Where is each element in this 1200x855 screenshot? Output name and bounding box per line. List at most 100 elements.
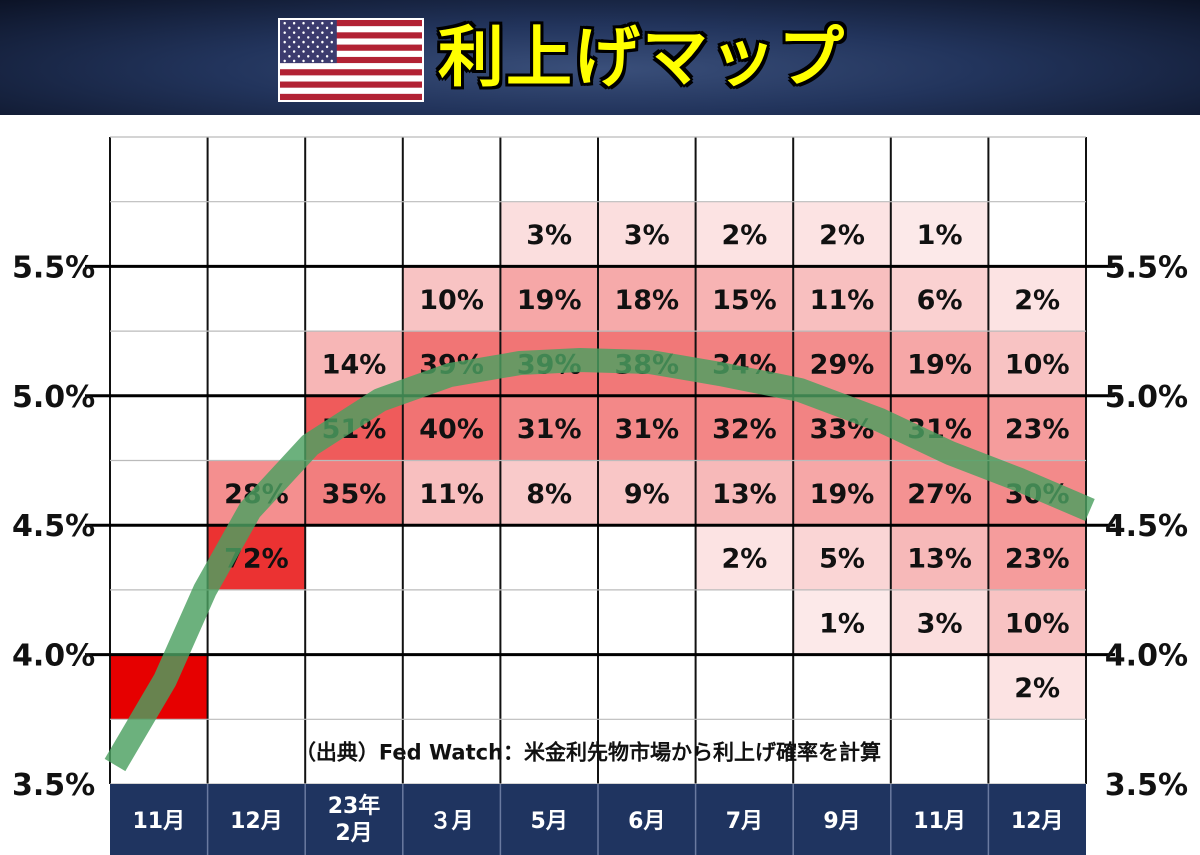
flag-star — [292, 21, 296, 25]
cell-value-label: 9% — [624, 479, 670, 510]
cell-value-label: 1% — [917, 220, 963, 251]
month-label: 12月 — [1011, 809, 1064, 834]
flag-star — [316, 54, 319, 58]
heatmap-cell — [988, 589, 1086, 655]
flag-stripe — [280, 32, 422, 39]
flag-star — [330, 40, 333, 44]
month-label: 23年 — [328, 793, 381, 819]
flag-star — [297, 54, 301, 58]
flag-star — [321, 50, 324, 53]
cell-value-label: 23% — [1005, 414, 1070, 445]
heatmap-cell — [598, 201, 696, 267]
y-axis-label-right: 3.5% — [1105, 768, 1188, 803]
cell-value-label: 27% — [907, 479, 972, 510]
flag-star — [288, 54, 291, 58]
flag-star — [283, 21, 286, 25]
y-axis-label-right: 5.0% — [1105, 380, 1188, 415]
cell-value-label: 31% — [614, 414, 679, 445]
heatmap-cell — [695, 201, 794, 267]
heatmap-cell — [793, 201, 891, 267]
flag-stripe — [280, 69, 422, 76]
cell-value-label: 1% — [819, 608, 865, 639]
y-axis-label-left: 5.5% — [12, 250, 95, 285]
heatmap-cell — [598, 460, 696, 526]
flag-star — [302, 40, 305, 44]
flag-stripe — [280, 93, 422, 100]
flag-star — [297, 26, 301, 30]
flag-star — [316, 36, 319, 39]
heatmap-cell — [598, 395, 696, 461]
cell-value-label: 2% — [721, 220, 767, 251]
y-axis-label-right: 4.0% — [1105, 639, 1188, 674]
y-axis-label-left: 3.5% — [12, 768, 95, 803]
y-axis-label-left: 5.0% — [12, 380, 95, 415]
cell-value-label: 19% — [810, 479, 875, 510]
flag-star — [283, 40, 286, 44]
flag-star — [292, 40, 296, 44]
heatmap-cell — [695, 395, 794, 461]
cell-value-label: 32% — [712, 414, 777, 445]
flag-stripe — [280, 38, 422, 45]
y-axis-label-left: 4.0% — [12, 639, 95, 674]
heatmap-cell — [890, 266, 989, 332]
cell-value-label: 23% — [1005, 544, 1070, 575]
trend-line — [104, 348, 1095, 772]
cell-value-label: 2% — [1014, 673, 1060, 704]
heatmap-cell — [695, 525, 794, 590]
heatmap-cell — [988, 654, 1086, 720]
cell-value-label: 31% — [517, 414, 582, 445]
month-label: 7月 — [726, 809, 763, 834]
flag-stripe — [280, 87, 422, 95]
heatmap-cell — [402, 266, 501, 332]
month-label: 11月 — [913, 809, 966, 834]
heatmap-cell — [890, 589, 989, 655]
cell-value-label: 11% — [810, 285, 875, 316]
flag-star — [283, 31, 286, 34]
heatmap-cell — [890, 525, 989, 590]
flag-star — [302, 21, 305, 25]
cell-value-label: 2% — [1014, 285, 1060, 316]
flag-stripe — [280, 56, 422, 64]
heatmap-cell — [598, 266, 696, 332]
flag-stripe — [280, 26, 422, 33]
flag-star — [325, 45, 329, 49]
flag-stripe — [280, 50, 422, 58]
cell-value-label: 13% — [712, 479, 777, 510]
title-banner: 利上げマップ — [0, 0, 1200, 115]
flag-star — [292, 59, 296, 63]
cell-value-label: 14% — [322, 349, 387, 380]
flag-stripe — [280, 75, 422, 82]
cell-value-label: 18% — [614, 285, 679, 316]
flag-star — [292, 50, 296, 53]
flag-star — [288, 36, 291, 39]
cell-value-label: 2% — [721, 544, 767, 575]
heatmap-cell — [695, 266, 794, 332]
heatmap-cell — [988, 266, 1086, 332]
flag-star — [292, 31, 296, 34]
heatmap-cell — [402, 395, 501, 461]
flag-star — [311, 31, 315, 34]
month-label: 12月 — [230, 809, 283, 834]
heatmap-cell — [402, 460, 501, 526]
heatmap-cell — [793, 266, 891, 332]
cell-value-label: 19% — [517, 285, 582, 316]
flag-stripe — [280, 63, 422, 70]
cell-value-label: 40% — [419, 414, 484, 445]
heatmap-cell — [988, 525, 1086, 590]
flag-stripe — [280, 20, 422, 27]
flag-star — [297, 45, 301, 49]
flag-star — [325, 54, 329, 58]
heatmap-cell — [793, 525, 891, 590]
cell-value-label: 5% — [819, 544, 865, 575]
us-flag-icon — [278, 18, 424, 102]
heatmap-cell — [500, 460, 598, 526]
cell-value-label: 29% — [810, 349, 875, 380]
heatmap-cell — [500, 395, 598, 461]
y-axis-label-right: 5.5% — [1105, 250, 1188, 285]
cell-value-label: 6% — [917, 285, 963, 316]
y-axis-label-right: 4.5% — [1105, 509, 1188, 544]
cell-value-label: 10% — [1005, 608, 1070, 639]
cell-value-label: 13% — [907, 544, 972, 575]
cell-value-label: 3% — [526, 220, 572, 251]
